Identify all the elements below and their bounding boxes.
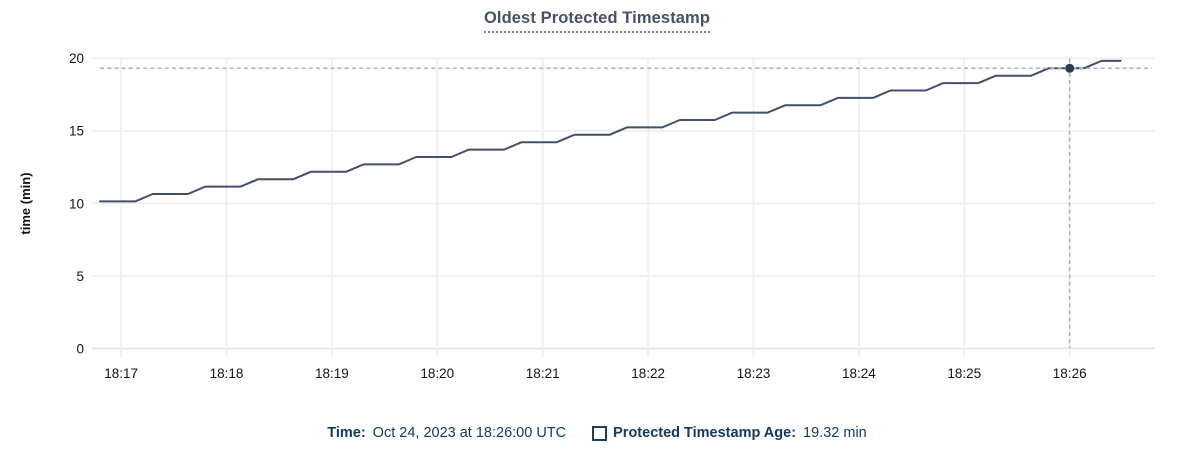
y-tick-label: 10 <box>69 196 84 211</box>
x-tick-label: 18:23 <box>737 366 771 381</box>
chart-title-row: Oldest Protected Timestamp <box>0 9 1194 33</box>
series-hover-value: 19.32 min <box>803 425 867 441</box>
hover-point <box>1065 63 1075 73</box>
series-swatch-checkbox[interactable] <box>592 425 608 441</box>
y-tick-label: 5 <box>76 269 84 284</box>
x-tick-label: 18:20 <box>420 366 454 381</box>
x-tick-label: 18:21 <box>526 366 560 381</box>
series-name-label: Protected Timestamp Age: <box>613 425 797 441</box>
x-tick-label: 18:22 <box>631 366 665 381</box>
x-tick-label: 18:24 <box>842 366 876 381</box>
y-axis-title: time (min) <box>18 172 33 234</box>
hover-time-label: Time: <box>327 425 366 441</box>
y-tick-label: 0 <box>76 341 84 356</box>
chart-hover-legend: Time: Oct 24, 2023 at 18:26:00 UTC Prote… <box>0 425 1194 441</box>
y-tick-label: 15 <box>69 124 84 139</box>
x-tick-label: 18:25 <box>947 366 981 381</box>
x-tick-label: 18:26 <box>1053 366 1087 381</box>
chart-title[interactable]: Oldest Protected Timestamp <box>483 9 711 33</box>
x-tick-label: 18:17 <box>104 366 138 381</box>
chart-canvas[interactable]: 0 5 10 15 20 18:17 18:18 18:19 18:20 18:21 18:22 18… <box>0 0 1194 400</box>
y-tick-label: 20 <box>69 51 84 66</box>
x-tick-label: 18:19 <box>315 366 349 381</box>
x-tick-label: 18:18 <box>210 366 244 381</box>
hover-time-value: Oct 24, 2023 at 18:26:00 UTC <box>372 425 567 441</box>
series-line <box>99 59 1122 203</box>
